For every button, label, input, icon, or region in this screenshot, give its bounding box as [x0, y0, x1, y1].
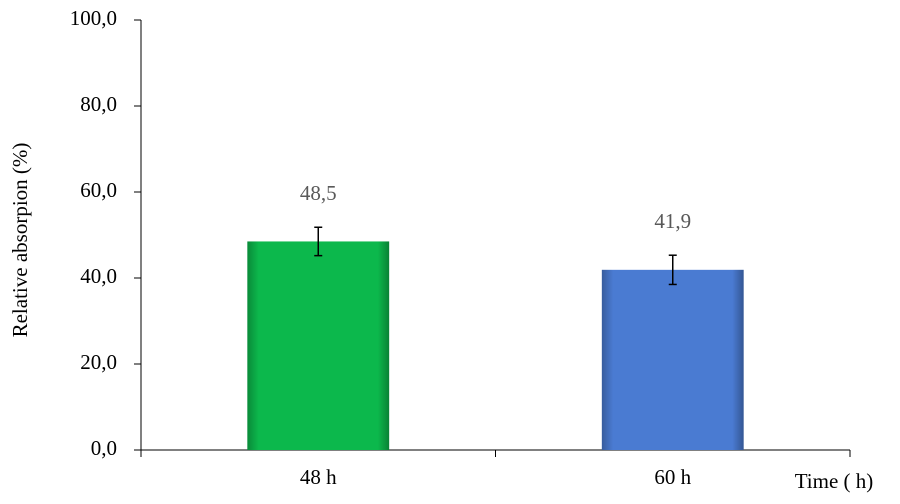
y-axis-label: Relative absorpion (%)	[8, 143, 32, 338]
error-bar	[668, 254, 677, 286]
bar-shade	[601, 269, 744, 450]
x-tick-label: 60 h	[654, 465, 691, 489]
y-tick-label: 100,0	[70, 6, 117, 30]
data-label: 41,9	[654, 209, 691, 233]
y-tick-label: 60,0	[80, 178, 117, 202]
y-tick-label: 20,0	[80, 350, 117, 374]
x-tick-label: 48 h	[300, 465, 337, 489]
error-bar	[314, 226, 323, 257]
y-tick-label: 40,0	[80, 264, 117, 288]
data-label: 48,5	[300, 181, 337, 205]
y-tick-label: 80,0	[80, 92, 117, 116]
bar-shade	[247, 241, 390, 450]
x-axis-label: Time ( h)	[795, 469, 874, 493]
y-tick-label: 0,0	[91, 436, 117, 460]
